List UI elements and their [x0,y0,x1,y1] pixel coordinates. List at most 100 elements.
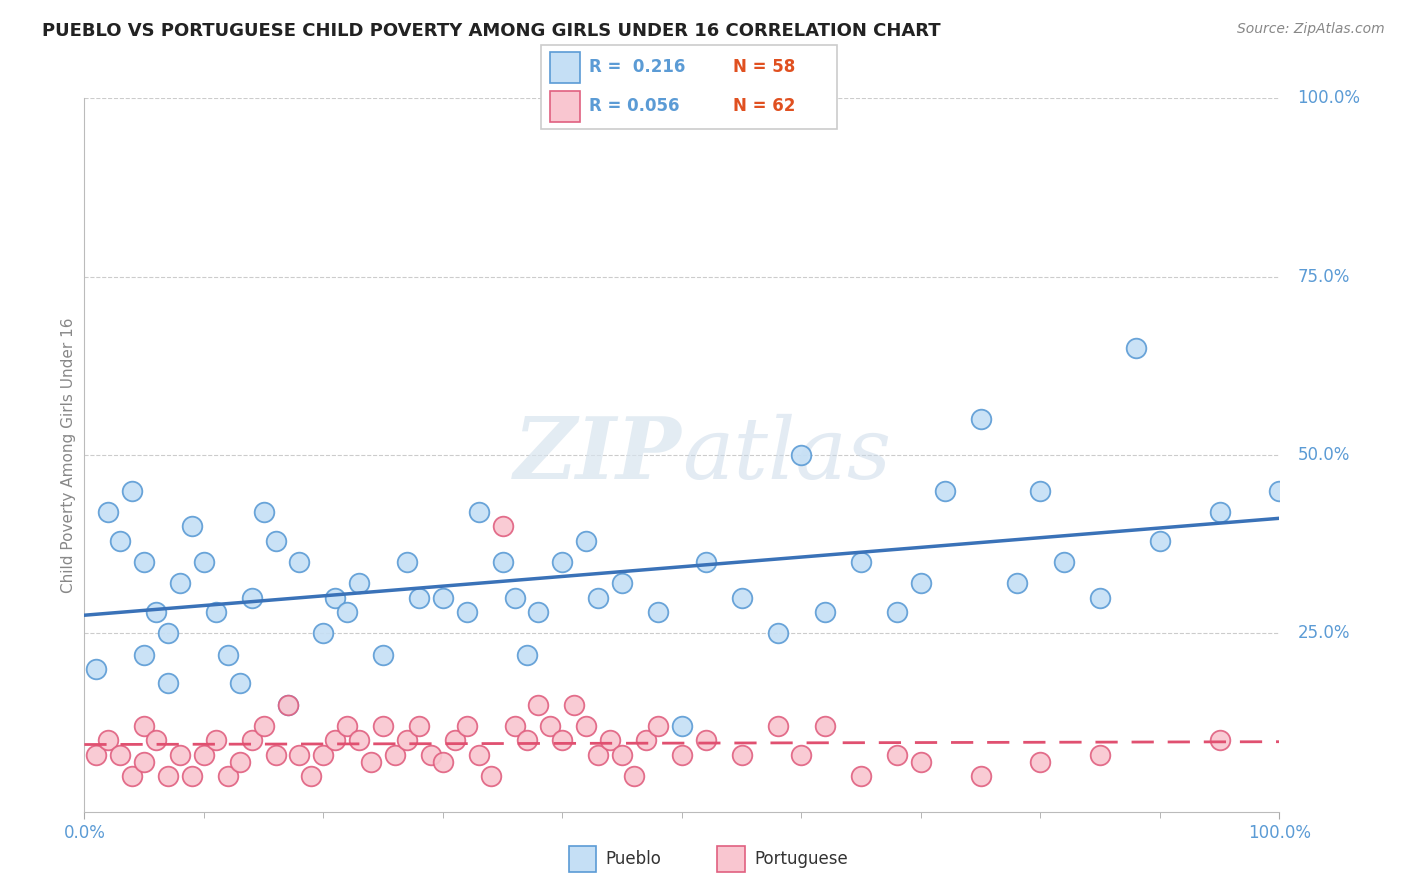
Point [1268,483,1291,498]
Point [1088,747,1111,762]
Point [169,747,191,762]
Point [110,533,132,548]
Text: R = 0.056: R = 0.056 [589,97,679,115]
Point [599,733,621,747]
Point [288,747,311,762]
Point [538,719,561,733]
Point [647,605,669,619]
Point [731,747,754,762]
Point [349,733,371,747]
Point [371,719,394,733]
Point [671,747,693,762]
Text: N = 62: N = 62 [734,97,796,115]
Point [766,719,789,733]
Point [180,519,202,533]
Point [97,733,120,747]
Point [180,769,202,783]
Point [1149,533,1171,548]
Point [1088,591,1111,605]
Point [575,533,598,548]
Bar [717,846,745,872]
Point [886,605,908,619]
Text: 100.0%: 100.0% [1298,89,1361,107]
Text: N = 58: N = 58 [734,59,796,77]
Point [97,505,120,519]
Point [634,733,657,747]
Text: ZIP: ZIP [515,413,682,497]
Point [228,676,250,690]
Point [276,698,298,712]
Point [551,733,574,747]
Text: PUEBLO VS PORTUGUESE CHILD POVERTY AMONG GIRLS UNDER 16 CORRELATION CHART: PUEBLO VS PORTUGUESE CHILD POVERTY AMONG… [42,22,941,40]
Point [610,747,633,762]
Point [562,698,585,712]
Point [396,733,419,747]
Bar [568,846,596,872]
Point [934,483,956,498]
Point [886,747,908,762]
Point [443,733,465,747]
Point [121,483,143,498]
Text: Pueblo: Pueblo [606,850,662,868]
Point [396,555,419,569]
Point [121,769,143,783]
Point [157,626,180,640]
Point [766,626,789,640]
Point [910,576,932,591]
Point [132,719,156,733]
Point [695,555,717,569]
Point [312,747,335,762]
Point [515,648,537,662]
Text: R =  0.216: R = 0.216 [589,59,685,77]
Point [588,747,610,762]
Point [84,747,107,762]
Bar [550,53,579,83]
Point [432,755,454,769]
Point [479,769,502,783]
Point [384,747,406,762]
Point [456,719,478,733]
Point [623,769,645,783]
Point [264,747,287,762]
Point [1005,576,1028,591]
Point [217,769,239,783]
Text: 50.0%: 50.0% [1298,446,1350,464]
Point [910,755,932,769]
Point [323,733,346,747]
Point [575,719,598,733]
Point [301,769,323,783]
Point [432,591,454,605]
Point [467,747,491,762]
Point [132,755,156,769]
Point [132,555,156,569]
Point [288,555,311,569]
Point [1125,341,1147,355]
Point [1208,733,1230,747]
Point [323,591,346,605]
Point [527,605,550,619]
Point [456,605,478,619]
Point [276,698,298,712]
Point [814,719,837,733]
Point [503,719,526,733]
Point [492,555,515,569]
Point [157,676,180,690]
Point [671,719,693,733]
Y-axis label: Child Poverty Among Girls Under 16: Child Poverty Among Girls Under 16 [60,318,76,592]
Point [205,733,228,747]
Point [647,719,669,733]
Point [228,755,250,769]
Point [145,733,167,747]
Point [264,533,287,548]
Point [515,733,537,747]
Point [1208,505,1230,519]
Point [253,719,276,733]
Point [240,591,263,605]
Point [360,755,382,769]
Point [551,555,574,569]
Point [419,747,441,762]
Text: 25.0%: 25.0% [1298,624,1350,642]
Point [492,519,515,533]
Point [253,505,276,519]
Point [205,605,228,619]
